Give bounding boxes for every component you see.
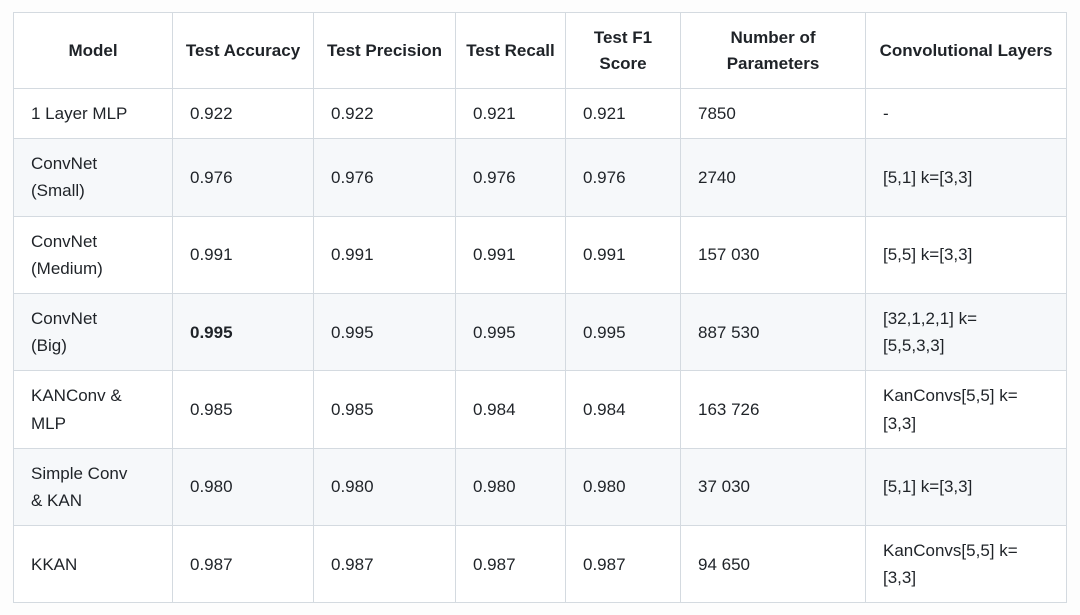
- cell-test-f1-score: 0.991: [565, 215, 681, 294]
- cell-test-precision: 0.991: [313, 215, 456, 294]
- cell-test-precision: 0.980: [313, 447, 456, 527]
- cell-num-parameters: 94 650: [680, 525, 866, 604]
- table-row-kkan: KKAN 0.987 0.987 0.987 0.987 94 650 KanC…: [13, 525, 1067, 604]
- cell-test-f1-score: 0.980: [565, 447, 681, 527]
- cell-test-accuracy: 0.922: [172, 87, 314, 140]
- cell-test-precision: 0.976: [313, 138, 456, 217]
- cell-num-parameters: 7850: [680, 87, 866, 140]
- model-comparison-table: Model Test Accuracy Test Precision Test …: [13, 12, 1067, 604]
- column-header-num-parameters: Number of Parameters: [680, 12, 866, 89]
- cell-model: ConvNet (Medium): [13, 215, 173, 294]
- table-row-convnet-small: ConvNet (Small) 0.976 0.976 0.976 0.976 …: [13, 138, 1067, 217]
- table-row-convnet-big: ConvNet (Big) 0.995 0.995 0.995 0.995 88…: [13, 292, 1067, 372]
- cell-test-precision: 0.922: [313, 87, 456, 140]
- cell-test-precision: 0.985: [313, 370, 456, 449]
- cell-test-recall: 0.991: [455, 215, 566, 294]
- cell-num-parameters: 157 030: [680, 215, 866, 294]
- column-header-test-recall: Test Recall: [455, 12, 566, 89]
- cell-test-precision: 0.995: [313, 292, 456, 372]
- column-header-test-precision: Test Precision: [313, 12, 456, 89]
- cell-model: KKAN: [13, 525, 173, 604]
- cell-model: ConvNet (Big): [13, 292, 173, 372]
- cell-test-f1-score: 0.921: [565, 87, 681, 140]
- cell-test-recall: 0.980: [455, 447, 566, 527]
- cell-test-accuracy: 0.985: [172, 370, 314, 449]
- cell-test-accuracy: 0.995: [172, 292, 314, 372]
- cell-model: Simple Conv & KAN: [13, 447, 173, 527]
- column-header-test-accuracy: Test Accuracy: [172, 12, 314, 89]
- cell-conv-layers: [32,1,2,1] k=[5,5,3,3]: [865, 292, 1067, 372]
- column-header-model: Model: [13, 12, 173, 89]
- table-row-kanconv-mlp: KANConv & MLP 0.985 0.985 0.984 0.984 16…: [13, 370, 1067, 449]
- cell-test-recall: 0.984: [455, 370, 566, 449]
- cell-test-accuracy: 0.991: [172, 215, 314, 294]
- column-header-test-f1-score: Test F1 Score: [565, 12, 681, 89]
- cell-test-f1-score: 0.995: [565, 292, 681, 372]
- cell-conv-layers: [5,5] k=[3,3]: [865, 215, 1067, 294]
- table-row-1-layer-mlp: 1 Layer MLP 0.922 0.922 0.921 0.921 7850…: [13, 87, 1067, 140]
- cell-num-parameters: 163 726: [680, 370, 866, 449]
- cell-conv-layers: KanConvs[5,5] k=[3,3]: [865, 370, 1067, 449]
- cell-test-recall: 0.921: [455, 87, 566, 140]
- cell-num-parameters: 37 030: [680, 447, 866, 527]
- cell-num-parameters: 2740: [680, 138, 866, 217]
- cell-conv-layers: KanConvs[5,5] k=[3,3]: [865, 525, 1067, 604]
- cell-test-recall: 0.976: [455, 138, 566, 217]
- table-header-row: Model Test Accuracy Test Precision Test …: [13, 12, 1067, 89]
- cell-conv-layers: -: [865, 87, 1067, 140]
- cell-test-precision: 0.987: [313, 525, 456, 604]
- cell-test-accuracy: 0.987: [172, 525, 314, 604]
- cell-test-accuracy: 0.980: [172, 447, 314, 527]
- cell-test-f1-score: 0.987: [565, 525, 681, 604]
- cell-model: ConvNet (Small): [13, 138, 173, 217]
- column-header-conv-layers: Convolutional Layers: [865, 12, 1067, 89]
- cell-conv-layers: [5,1] k=[3,3]: [865, 447, 1067, 527]
- cell-test-f1-score: 0.984: [565, 370, 681, 449]
- cell-test-f1-score: 0.976: [565, 138, 681, 217]
- cell-test-recall: 0.995: [455, 292, 566, 372]
- cell-num-parameters: 887 530: [680, 292, 866, 372]
- cell-model: KANConv & MLP: [13, 370, 173, 449]
- cell-conv-layers: [5,1] k=[3,3]: [865, 138, 1067, 217]
- cell-model: 1 Layer MLP: [13, 87, 173, 140]
- cell-test-recall: 0.987: [455, 525, 566, 604]
- model-comparison-table-container: Model Test Accuracy Test Precision Test …: [13, 12, 1067, 604]
- cell-test-accuracy: 0.976: [172, 138, 314, 217]
- table-row-convnet-medium: ConvNet (Medium) 0.991 0.991 0.991 0.991…: [13, 215, 1067, 294]
- table-row-simple-conv-kan: Simple Conv & KAN 0.980 0.980 0.980 0.98…: [13, 447, 1067, 527]
